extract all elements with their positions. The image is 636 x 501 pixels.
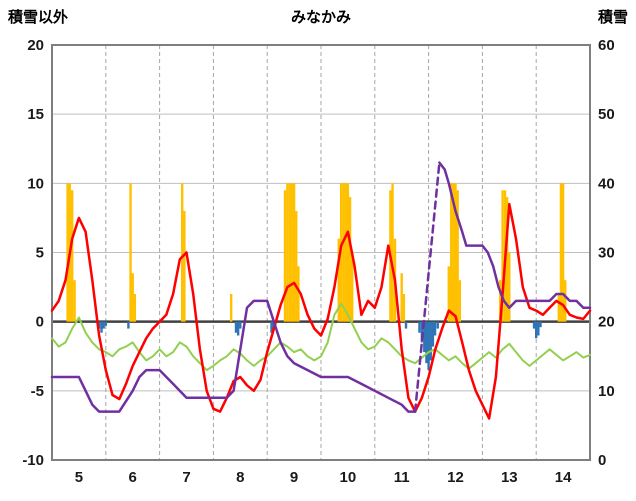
sunshine-bar: [180, 183, 184, 322]
sunshine-bar: [229, 294, 233, 322]
sunshine-bar: [449, 183, 453, 322]
right-axis-tick-label: 10: [598, 383, 615, 400]
x-axis-tick-label: 8: [236, 469, 244, 486]
precipitation-bar: [100, 321, 103, 333]
precipitation-bar: [539, 321, 542, 328]
left-axis-tick-label: 20: [27, 37, 44, 54]
left-axis-tick-label: 0: [36, 314, 44, 331]
chart-title: みなかみ: [290, 9, 351, 26]
precipitation-bar: [535, 321, 538, 339]
left-axis-tick-label: -5: [31, 383, 44, 400]
precipitation-bar: [436, 321, 439, 329]
left-axis-tick-label: 5: [36, 245, 44, 262]
precipitation-bar: [537, 321, 540, 336]
purple-line-solid: [50, 299, 417, 413]
precipitation-bar: [234, 321, 238, 333]
precipitation-bar: [404, 321, 408, 329]
sunshine-bar: [129, 183, 132, 322]
green-line: [51, 302, 591, 372]
precipitation-bar: [127, 321, 130, 329]
right-axis-tick-label: 30: [598, 245, 615, 262]
precipitation-bar: [429, 321, 432, 361]
sunshine-bar: [131, 273, 134, 322]
right-axis-tick-label: 50: [598, 106, 615, 123]
sunshine-bar: [559, 183, 563, 322]
precipitation-bar: [270, 321, 273, 333]
precipitation-bar: [239, 321, 242, 329]
sunshine-bar: [295, 211, 298, 322]
right-axis-tick-label: 0: [598, 452, 606, 469]
sunshine-bar: [454, 183, 457, 322]
precipitation-bar: [532, 321, 536, 329]
sunshine-bar: [557, 294, 560, 322]
sunshine-bar: [456, 190, 459, 322]
plot-frame: [51, 44, 591, 461]
x-axis-tick-label: 5: [75, 469, 83, 486]
sunshine-bar: [283, 190, 287, 322]
precipitation-bar: [423, 321, 426, 353]
sunshine-bar: [344, 183, 347, 322]
sunshine-bar: [564, 280, 567, 322]
sunshine-bar: [183, 211, 186, 322]
precipitation-bar: [102, 321, 105, 329]
x-axis-tick-label: 9: [290, 469, 298, 486]
sunshine-bar: [508, 252, 511, 322]
sunshine-bar: [400, 273, 403, 322]
sunshine-bar: [286, 183, 289, 322]
red-line: [50, 202, 592, 420]
precipitation-bar: [236, 321, 240, 336]
right-axis-tick-label: 20: [598, 314, 615, 331]
sunshine-bar: [561, 183, 565, 322]
precipitation-bar: [433, 321, 437, 336]
right-axis-title: 積雪: [597, 9, 628, 26]
x-axis-tick-label: 14: [555, 469, 572, 486]
sunshine-bar: [70, 190, 74, 322]
left-axis-tick-label: -10: [22, 452, 44, 469]
sunshine-bar: [346, 183, 350, 322]
purple-line-dashed: [413, 161, 441, 413]
sunshine-bar: [505, 197, 509, 322]
sunshine-bar: [501, 190, 504, 322]
left-axis-tick-label: 15: [27, 106, 44, 123]
left-axis-title: 積雪以外: [8, 9, 69, 26]
left-axis-tick-label: 10: [27, 175, 44, 192]
sunshine-bar: [290, 183, 294, 322]
x-axis-tick-label: 13: [501, 469, 518, 486]
x-axis-tick-label: 7: [182, 469, 190, 486]
sunshine-bar: [498, 280, 502, 322]
x-axis-tick-label: 12: [447, 469, 464, 486]
sunshine-bar: [348, 197, 352, 322]
sunshine-bar: [447, 266, 450, 322]
precipitation-bar: [431, 321, 435, 347]
sunshine-bar: [342, 183, 345, 322]
precipitation-bar: [425, 321, 428, 364]
sunshine-bar: [133, 294, 137, 322]
sunshine-bar: [73, 280, 76, 322]
precipitation-bar: [420, 321, 424, 343]
sunshine-bar: [288, 183, 291, 322]
sunshine-bar: [452, 183, 455, 322]
sunshine-bar: [458, 280, 462, 322]
precipitation-bar: [427, 321, 430, 371]
x-axis-tick-label: 11: [394, 469, 410, 486]
sunshine-bar: [292, 183, 296, 322]
precipitation-bar: [418, 321, 421, 333]
sunshine-bar: [351, 252, 354, 322]
right-axis-tick-label: 40: [598, 175, 615, 192]
sunshine-bar: [402, 294, 406, 322]
right-axis-tick-label: 60: [598, 37, 615, 54]
sunshine-bar: [66, 183, 69, 322]
purple-line-solid: [438, 161, 592, 310]
x-axis-tick-label: 6: [129, 469, 137, 486]
x-axis-tick-label: 10: [340, 469, 357, 486]
sunshine-bar: [297, 266, 300, 322]
sunshine-bar: [391, 183, 394, 322]
sunshine-bar: [337, 238, 340, 322]
precipitation-bar: [104, 321, 107, 326]
